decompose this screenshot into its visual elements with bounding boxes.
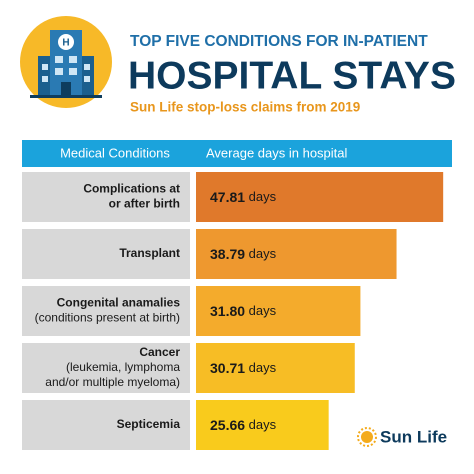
category-label: Transplant <box>119 246 180 260</box>
value-label: 47.81 days <box>210 189 277 205</box>
category-label: Complications at or after birth <box>83 182 180 211</box>
table-header <box>22 140 452 167</box>
category-header: Medical Conditions <box>60 145 170 160</box>
bar <box>196 400 329 450</box>
category-cell <box>22 400 190 450</box>
svg-text:H: H <box>62 38 69 49</box>
value-label: 38.79 days <box>210 246 277 262</box>
subtitle: Sun Life stop-loss claims from 2019 <box>130 100 360 115</box>
logo <box>357 427 377 447</box>
bar <box>196 229 397 279</box>
bar <box>196 286 361 336</box>
hospital-icon: H <box>20 16 112 108</box>
category-label: Congenital anamalies (conditions present … <box>35 296 181 325</box>
category-cell <box>22 172 190 222</box>
category-label: Septicemia <box>117 417 181 431</box>
bar <box>196 343 355 393</box>
category-cell <box>22 343 190 393</box>
bar <box>196 172 444 222</box>
category-label: Cancer (leukemia, lymphoma and/or multiple… <box>45 345 180 389</box>
title: HOSPITAL STAYS <box>128 54 456 97</box>
value-label: 31.80 days <box>210 303 277 319</box>
kicker: TOP FIVE CONDITIONS FOR IN-PATIENT <box>130 33 428 50</box>
logo-text: Sun Life <box>380 427 447 446</box>
value-label: 30.71 days <box>210 360 277 376</box>
value-header: Average days in hospital <box>206 145 348 160</box>
category-cell <box>22 229 190 279</box>
category-cell <box>22 286 190 336</box>
value-label: 25.66 days <box>210 417 277 433</box>
